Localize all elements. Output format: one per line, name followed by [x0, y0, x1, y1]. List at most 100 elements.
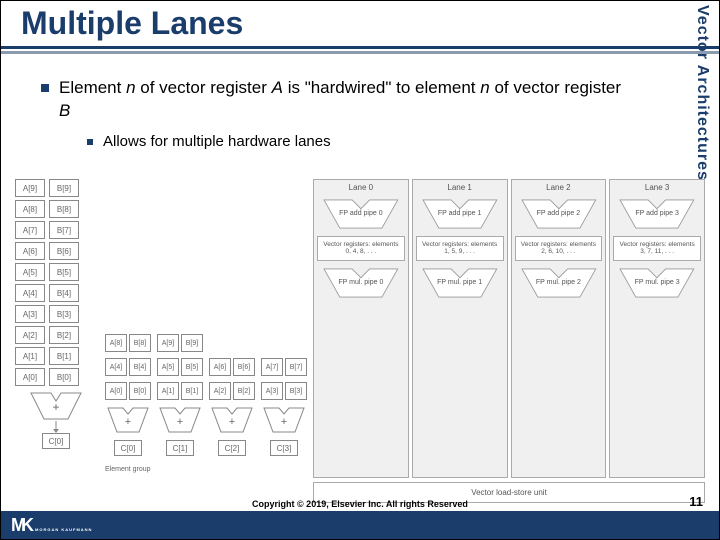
cell: B[4] — [129, 358, 151, 376]
svg-text:+: + — [229, 416, 235, 428]
cell: A[1] — [15, 347, 45, 365]
cell: A[4] — [105, 358, 127, 376]
cell: B[0] — [129, 382, 151, 400]
fp-add-unit: FP add pipe 1 — [416, 196, 504, 232]
cell: A[2] — [15, 326, 45, 344]
vreg-box: Vector registers: elements 3, 7, 11, . .… — [613, 236, 701, 261]
cell: B[0] — [49, 368, 79, 386]
cell: B[3] — [49, 305, 79, 323]
footer-bar: M K MORGAN KAUFMANN — [1, 511, 719, 539]
cell: A[0] — [105, 382, 127, 400]
bullet-level2: Allows for multiple hardware lanes — [87, 133, 679, 150]
vreg-box: Vector registers: elements 1, 5, 9, . . … — [416, 236, 504, 261]
cell: A[3] — [261, 382, 283, 400]
cell: A[7] — [261, 358, 283, 376]
cell: B[1] — [181, 382, 203, 400]
cell: A[9] — [15, 179, 45, 197]
fp-add-unit: FP add pipe 2 — [515, 196, 603, 232]
mid-row: A[8]B[8] A[9]B[9] — [105, 334, 307, 352]
adders-row: + + + + — [105, 406, 307, 434]
cell: B[7] — [49, 221, 79, 239]
cell: B[2] — [49, 326, 79, 344]
bullet-level1: Element n of vector register A is "hardw… — [41, 77, 679, 123]
mid-diagram: A[8]B[8] A[9]B[9] A[4]B[4] A[5]B[5] A[6]… — [105, 179, 307, 473]
lane-title: Lane 0 — [317, 183, 405, 192]
title-bar: Multiple Lanes — [1, 1, 719, 49]
results-row: C[0] C[1] C[2] C[3] — [114, 440, 307, 456]
cell: A[2] — [209, 382, 231, 400]
lane-title: Lane 3 — [613, 183, 701, 192]
cell: A[9] — [157, 334, 179, 352]
cell: A[3] — [15, 305, 45, 323]
cell: B[3] — [285, 382, 307, 400]
svg-text:+: + — [281, 416, 287, 428]
cell: A[5] — [15, 263, 45, 281]
lane: Lane 1 FP add pipe 1 Vector registers: e… — [412, 179, 508, 478]
mid-row: A[4]B[4] A[5]B[5] A[6]B[6] A[7]B[7] — [105, 358, 307, 376]
adder-icon: + — [209, 406, 255, 434]
lane: Lane 3 FP add pipe 3 Vector registers: e… — [609, 179, 705, 478]
cell: A[4] — [15, 284, 45, 302]
svg-text:+: + — [125, 416, 131, 428]
copyright: Copyright © 2019, Elsevier Inc. All righ… — [252, 499, 468, 509]
page-number: 11 — [689, 494, 703, 509]
lane-title: Lane 2 — [515, 183, 603, 192]
content-area: Element n of vector register A is "hardw… — [1, 49, 719, 150]
publisher-logo: M K MORGAN KAUFMANN — [11, 515, 92, 536]
cell: B[7] — [285, 358, 307, 376]
cell: B[5] — [49, 263, 79, 281]
cell: B[8] — [129, 334, 151, 352]
result-cell: C[2] — [218, 440, 246, 456]
vreg-box: Vector registers: elements 2, 6, 10, . .… — [515, 236, 603, 261]
fp-add-unit: FP add pipe 3 — [613, 196, 701, 232]
column-a: A[9] A[8] A[7] A[6] A[5] A[4] A[3] A[2] … — [15, 179, 45, 386]
lane-title: Lane 1 — [416, 183, 504, 192]
cell: A[6] — [15, 242, 45, 260]
slide: Vector Architectures Multiple Lanes Elem… — [0, 0, 720, 540]
adder-icon: + — [26, 391, 86, 421]
svg-text:+: + — [52, 400, 59, 414]
bullet-text: Allows for multiple hardware lanes — [103, 133, 331, 150]
cell: B[9] — [49, 179, 79, 197]
vreg-box: Vector registers: elements 0, 4, 8, . . … — [317, 236, 405, 261]
lane: Lane 0 FP add pipe 0 Vector registers: e… — [313, 179, 409, 478]
cell: A[8] — [15, 200, 45, 218]
group-label: Element group — [105, 466, 307, 473]
right-diagram: Lane 0 FP add pipe 0 Vector registers: e… — [313, 179, 705, 503]
left-diagram: A[9] A[8] A[7] A[6] A[5] A[4] A[3] A[2] … — [15, 179, 79, 503]
fp-mul-unit: FP mul. pipe 3 — [613, 265, 701, 301]
bullet-text: Element n of vector register A is "hardw… — [59, 77, 629, 123]
fp-mul-unit: FP mul. pipe 0 — [317, 265, 405, 301]
result-cell: C[0] — [114, 440, 142, 456]
fp-add-unit: FP add pipe 0 — [317, 196, 405, 232]
cell: A[8] — [105, 334, 127, 352]
column-b: B[9] B[8] B[7] B[6] B[5] B[4] B[3] B[2] … — [49, 179, 79, 386]
arrow-down-icon — [51, 421, 61, 433]
cell: B[5] — [181, 358, 203, 376]
fp-mul-unit: FP mul. pipe 2 — [515, 265, 603, 301]
fp-mul-unit: FP mul. pipe 1 — [416, 265, 504, 301]
result-cell: C[1] — [166, 440, 194, 456]
cell: B[1] — [49, 347, 79, 365]
cell: A[5] — [157, 358, 179, 376]
mid-row: A[0]B[0] A[1]B[1] A[2]B[2] A[3]B[3] — [105, 382, 307, 400]
bullet-icon — [87, 139, 93, 145]
cell: B[4] — [49, 284, 79, 302]
result-cell: C[0] — [42, 433, 70, 449]
cell: B[8] — [49, 200, 79, 218]
result-cell: C[3] — [270, 440, 298, 456]
adder-icon: + — [261, 406, 307, 434]
cell: B[6] — [49, 242, 79, 260]
cell: A[0] — [15, 368, 45, 386]
svg-text:+: + — [177, 416, 183, 428]
cell: A[1] — [157, 382, 179, 400]
adder-icon: + — [105, 406, 151, 434]
cell: B[9] — [181, 334, 203, 352]
cell: A[7] — [15, 221, 45, 239]
lane: Lane 2 FP add pipe 2 Vector registers: e… — [511, 179, 607, 478]
cell: B[2] — [233, 382, 255, 400]
cell: A[6] — [209, 358, 231, 376]
slide-title: Multiple Lanes — [21, 5, 243, 42]
diagrams: A[9] A[8] A[7] A[6] A[5] A[4] A[3] A[2] … — [15, 179, 705, 503]
cell: B[6] — [233, 358, 255, 376]
